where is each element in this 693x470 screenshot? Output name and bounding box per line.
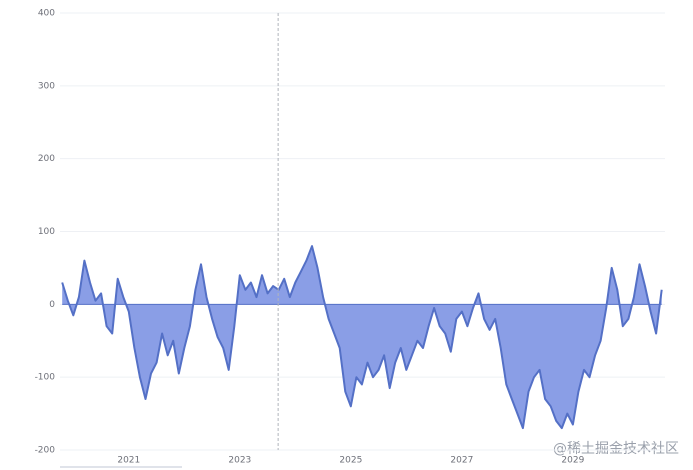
area (62, 246, 662, 429)
y-tick-label: 100 (38, 227, 55, 237)
y-tick-label: -100 (35, 373, 56, 383)
x-tick-label: 2023 (228, 456, 251, 466)
x-tick-label: 2021 (117, 456, 140, 466)
line (61, 245, 663, 430)
x-tick-label: 2027 (450, 456, 473, 466)
x-tick-label: 2029 (561, 456, 584, 466)
watermark: @稀土掘金技术社区 (553, 441, 679, 457)
scrollbar (60, 466, 182, 468)
x-tick-label: 2025 (339, 456, 362, 466)
y-tick-label: 200 (38, 154, 55, 164)
y-tick-label: 0 (49, 300, 55, 310)
y-tick-label: 400 (38, 9, 55, 19)
y-tick-label: 300 (38, 81, 55, 91)
y-tick-label: -200 (35, 446, 56, 456)
